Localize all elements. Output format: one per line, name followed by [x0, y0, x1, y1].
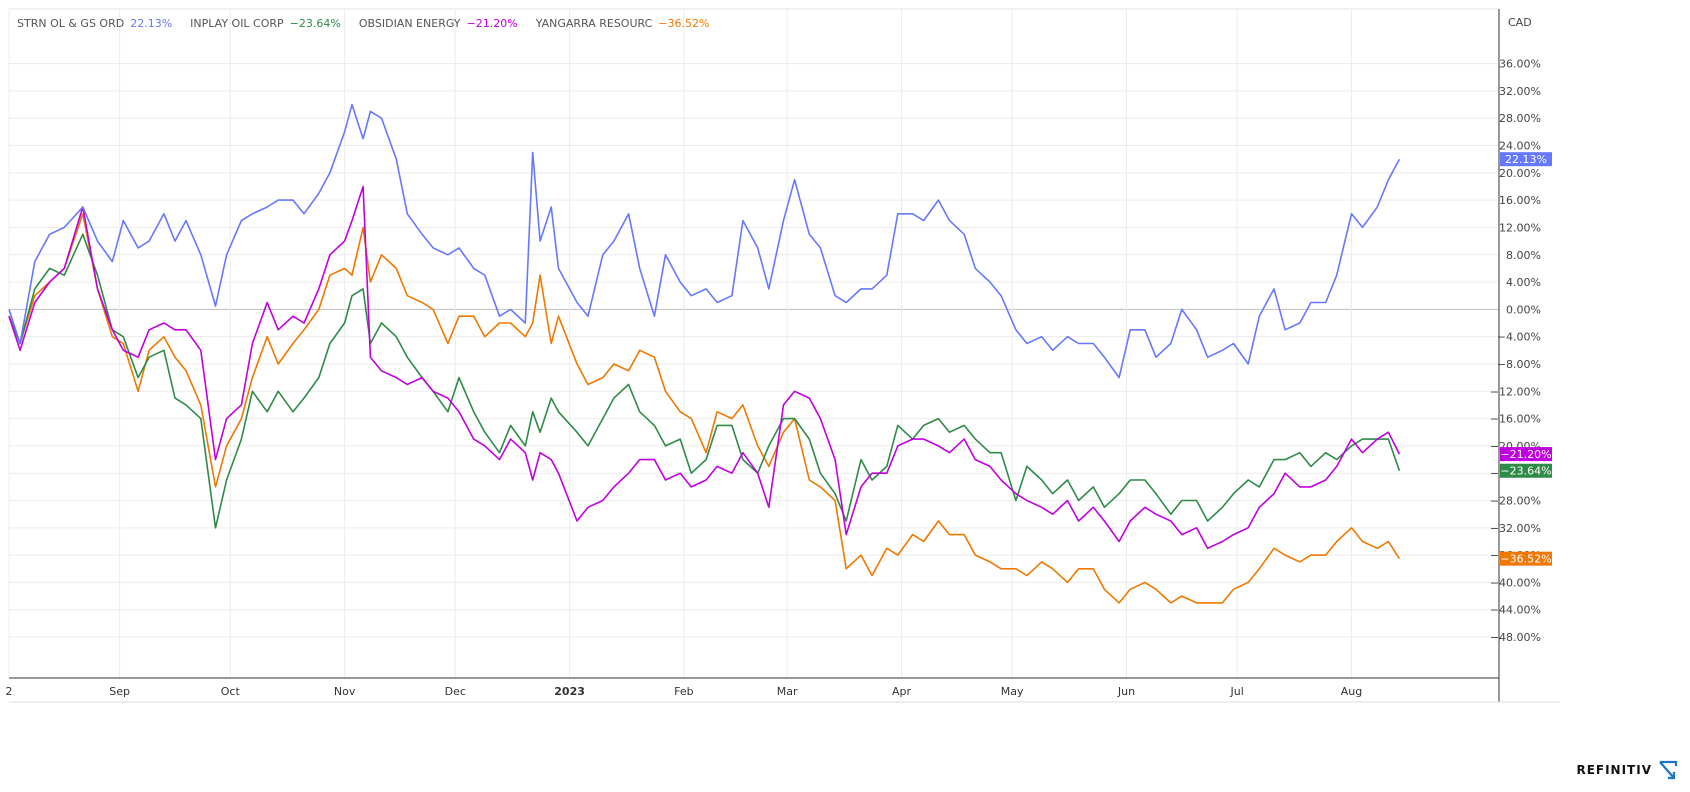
- tag-background: [1500, 152, 1552, 167]
- y-tick-label: −44.00%: [1490, 604, 1541, 617]
- x-tick-label: Aug: [1341, 685, 1362, 698]
- y-tick-label: −48.00%: [1490, 631, 1541, 644]
- x-tick-label: Apr: [892, 685, 912, 698]
- series-line-strn: [8, 103, 1401, 379]
- series-line-yangarra: [8, 213, 1401, 604]
- y-tick-label: −4.00%: [1497, 331, 1541, 344]
- series-line-inplay: [8, 233, 1401, 529]
- legend-series-value: −36.52%: [658, 17, 710, 30]
- y-tick-label: 28.00%: [1499, 112, 1541, 125]
- y-tick-label: −28.00%: [1490, 495, 1541, 508]
- chart-legend: STRN OL & GS ORD 22.13% INPLAY OIL CORP …: [17, 17, 709, 30]
- x-tick-label: May: [1001, 685, 1024, 698]
- last-value-tag-strn: 22.13%: [1500, 152, 1552, 167]
- x-tick-label: Mar: [777, 685, 798, 698]
- refinitiv-logo-icon: [1659, 760, 1678, 780]
- x-tick-label: Oct: [221, 685, 241, 698]
- brand-name: REFINITIV: [1576, 763, 1652, 777]
- x-tick-label: Dec: [445, 685, 466, 698]
- legend-item-yangarra[interactable]: YANGARRA RESOURC −36.52%: [536, 17, 710, 30]
- series-lines: [8, 103, 1401, 604]
- y-tick-label: 32.00%: [1499, 85, 1541, 98]
- y-tick-label: −16.00%: [1490, 413, 1541, 426]
- series-line-obsidian: [8, 185, 1401, 550]
- legend-series-value: 22.13%: [130, 17, 173, 30]
- tag-background: [1500, 551, 1552, 566]
- last-value-tags: 22.13% −23.64% −21.20% −36.52%: [1500, 152, 1552, 566]
- y-tick-label: 12.00%: [1499, 221, 1541, 234]
- tag-label: 22.13%: [1505, 153, 1547, 166]
- x-tick-label: Feb: [674, 685, 693, 698]
- x-tick-label: Jul: [1230, 685, 1244, 698]
- legend-series-name: STRN OL & GS ORD: [17, 17, 125, 30]
- legend-series-name: INPLAY OIL CORP: [190, 17, 284, 30]
- legend-item-strn[interactable]: STRN OL & GS ORD 22.13%: [17, 17, 172, 30]
- x-tick-label: Jun: [1117, 685, 1135, 698]
- brand-logo: REFINITIV: [1576, 760, 1678, 780]
- tag-label: −36.52%: [1500, 553, 1551, 566]
- y-tick-label: 24.00%: [1499, 140, 1541, 153]
- x-tick-label: 2023: [554, 685, 585, 698]
- y-tick-label: −40.00%: [1490, 576, 1541, 589]
- tag-background: [1500, 447, 1552, 462]
- x-tick-label: 2: [6, 685, 13, 698]
- x-tick-label: Nov: [334, 685, 356, 698]
- last-value-tag-yangarra: −36.52%: [1500, 551, 1552, 566]
- legend-item-obsidian[interactable]: OBSIDIAN ENERGY −21.20%: [359, 17, 518, 30]
- plot-frame: [8, 8, 1500, 679]
- tag-background: [1500, 463, 1552, 478]
- y-tick-label: −8.00%: [1497, 358, 1541, 371]
- y-tick-label: 16.00%: [1499, 194, 1541, 207]
- currency-label: CAD: [1508, 16, 1532, 29]
- legend-item-inplay[interactable]: INPLAY OIL CORP −23.64%: [190, 17, 341, 30]
- legend-series-name: OBSIDIAN ENERGY: [358, 17, 461, 30]
- y-tick-label: −32.00%: [1490, 522, 1541, 535]
- grid: [8, 8, 1500, 679]
- y-tick-label: 36.00%: [1499, 58, 1541, 71]
- y-tick-label: 20.00%: [1499, 167, 1541, 180]
- last-value-tag-obsidian: −21.20%: [1500, 447, 1552, 462]
- y-tick-label: 8.00%: [1506, 249, 1541, 262]
- x-tick-label: Sep: [109, 685, 130, 698]
- tag-label: −23.64%: [1500, 465, 1551, 478]
- legend-series-value: −21.20%: [466, 17, 518, 30]
- y-tick-label: 0.00%: [1506, 303, 1541, 316]
- y-tick-label: −12.00%: [1490, 385, 1541, 398]
- axes: 36.00%32.00%28.00%24.00%20.00%16.00%12.0…: [6, 9, 1560, 703]
- y-tick-label: 4.00%: [1506, 276, 1541, 289]
- legend-series-value: −23.64%: [289, 17, 341, 30]
- last-value-tag-inplay: −23.64%: [1500, 463, 1552, 478]
- legend-series-name: YANGARRA RESOURC: [535, 17, 653, 30]
- tag-label: −21.20%: [1500, 448, 1551, 461]
